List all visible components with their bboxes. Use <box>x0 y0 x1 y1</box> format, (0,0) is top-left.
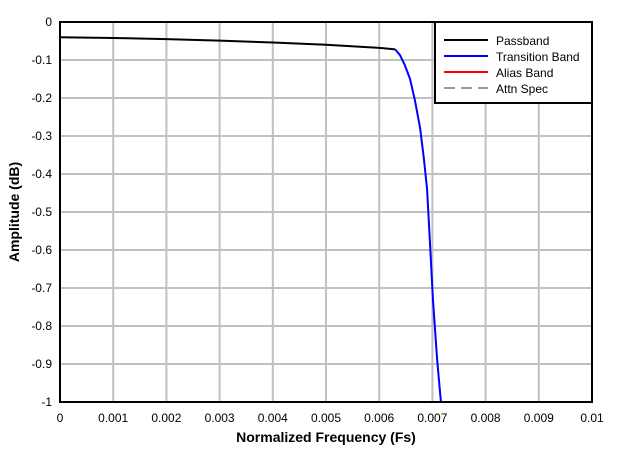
y-tick-label: -0.2 <box>31 91 52 105</box>
legend-label: Alias Band <box>496 66 553 80</box>
y-tick-label: -0.7 <box>31 281 52 295</box>
x-axis-label: Normalized Frequency (Fs) <box>236 429 416 445</box>
x-tick-label: 0.009 <box>524 411 554 425</box>
x-tick-label: 0 <box>57 411 64 425</box>
y-tick-label: -0.4 <box>31 167 52 181</box>
x-tick-label: 0.008 <box>471 411 501 425</box>
y-tick-label: -1 <box>41 395 52 409</box>
x-tick-label: 0.002 <box>151 411 181 425</box>
series-line-1 <box>394 48 442 403</box>
x-tick-label: 0.01 <box>580 411 604 425</box>
y-axis-label: Amplitude (dB) <box>6 162 22 262</box>
plot-frame <box>59 21 593 403</box>
x-tick-label: 0.007 <box>417 411 447 425</box>
series-line-0 <box>59 36 396 51</box>
y-tick-label: -0.3 <box>31 129 52 143</box>
y-tick-label: -0.6 <box>31 243 52 257</box>
y-tick-label: -0.8 <box>31 319 52 333</box>
x-tick-label: 0.004 <box>258 411 288 425</box>
legend: Passband Transition Band Alias Band Attn Sp… <box>434 21 593 104</box>
y-tick-label: -0.1 <box>31 53 52 67</box>
y-tick-label: -0.5 <box>31 205 52 219</box>
legend-label: Transition Band <box>496 50 580 64</box>
series-lines <box>59 36 442 403</box>
legend-box <box>434 21 593 104</box>
x-tick-label: 0.001 <box>98 411 128 425</box>
x-tick-label: 0.006 <box>364 411 394 425</box>
tick-labels: 0 0.001 0.002 0.003 0.004 0.005 0.006 0.007 0.00… <box>31 15 604 425</box>
y-tick-label: -0.9 <box>31 357 52 371</box>
x-tick-label: 0.005 <box>311 411 341 425</box>
y-tick-label: 0 <box>45 15 52 29</box>
legend-label: Passband <box>496 34 549 48</box>
x-tick-label: 0.003 <box>205 411 235 425</box>
legend-label: Attn Spec <box>496 82 548 96</box>
